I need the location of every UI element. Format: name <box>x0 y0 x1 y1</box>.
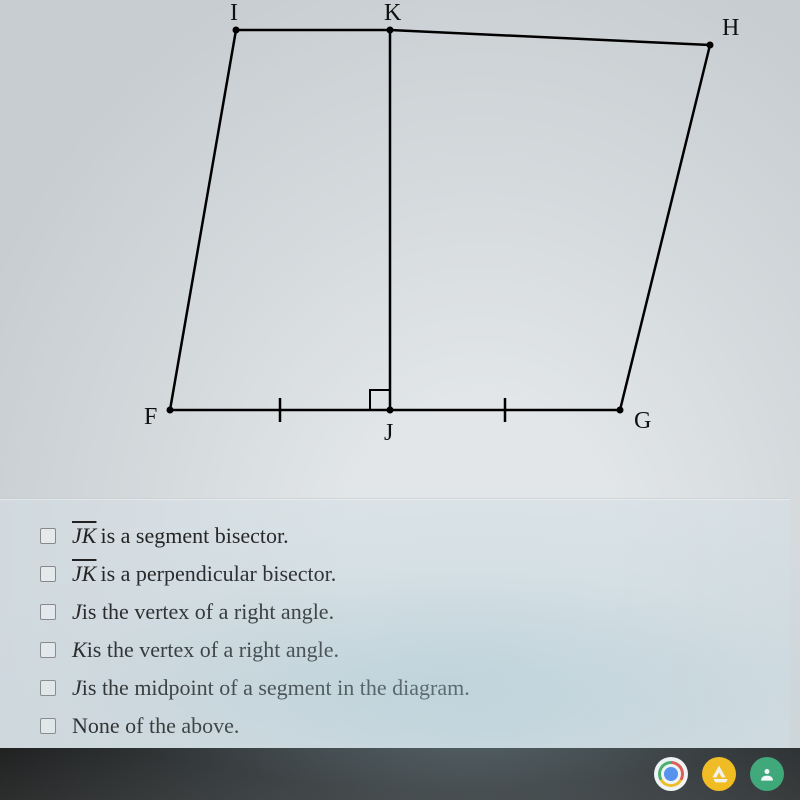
answer-option-2[interactable]: J is the vertex of a right angle. <box>40 593 760 631</box>
answer-text: J is the midpoint of a segment in the di… <box>72 675 470 701</box>
checkbox-icon[interactable] <box>40 566 56 582</box>
checkbox-icon[interactable] <box>40 718 56 734</box>
chrome-icon[interactable] <box>654 757 688 791</box>
answer-option-4[interactable]: J is the midpoint of a segment in the di… <box>40 669 760 707</box>
answer-option-3[interactable]: K is the vertex of a right angle. <box>40 631 760 669</box>
answer-text: K is the vertex of a right angle. <box>72 637 339 663</box>
svg-text:H: H <box>722 15 739 41</box>
svg-text:J: J <box>384 420 393 446</box>
os-taskbar <box>0 748 800 800</box>
google-drive-icon[interactable] <box>702 757 736 791</box>
svg-text:G: G <box>634 408 651 434</box>
answer-choices: JK is a segment bisector. JK is a perpend… <box>0 498 790 763</box>
answer-option-5[interactable]: None of the above. <box>40 707 760 745</box>
checkbox-icon[interactable] <box>40 680 56 696</box>
worksheet-page: IKHFJG JK is a segment bisector.JK is a … <box>0 0 800 800</box>
answer-text: None of the above. <box>72 713 239 739</box>
answer-option-1[interactable]: JK is a perpendicular bisector. <box>40 555 760 593</box>
svg-text:I: I <box>230 0 238 26</box>
answer-text: JK is a perpendicular bisector. <box>72 561 336 587</box>
google-classroom-icon[interactable] <box>750 757 784 791</box>
checkbox-icon[interactable] <box>40 642 56 658</box>
svg-text:F: F <box>144 404 157 430</box>
svg-text:K: K <box>384 0 402 26</box>
answer-text: J is the vertex of a right angle. <box>72 599 334 625</box>
checkbox-icon[interactable] <box>40 604 56 620</box>
answer-option-0[interactable]: JK is a segment bisector. <box>40 517 760 555</box>
diagram-svg: I K H F J G <box>60 0 760 470</box>
geometry-diagram: I K H F J G <box>60 0 760 470</box>
checkbox-icon[interactable] <box>40 528 56 544</box>
answer-text: JK is a segment bisector. <box>72 523 289 549</box>
